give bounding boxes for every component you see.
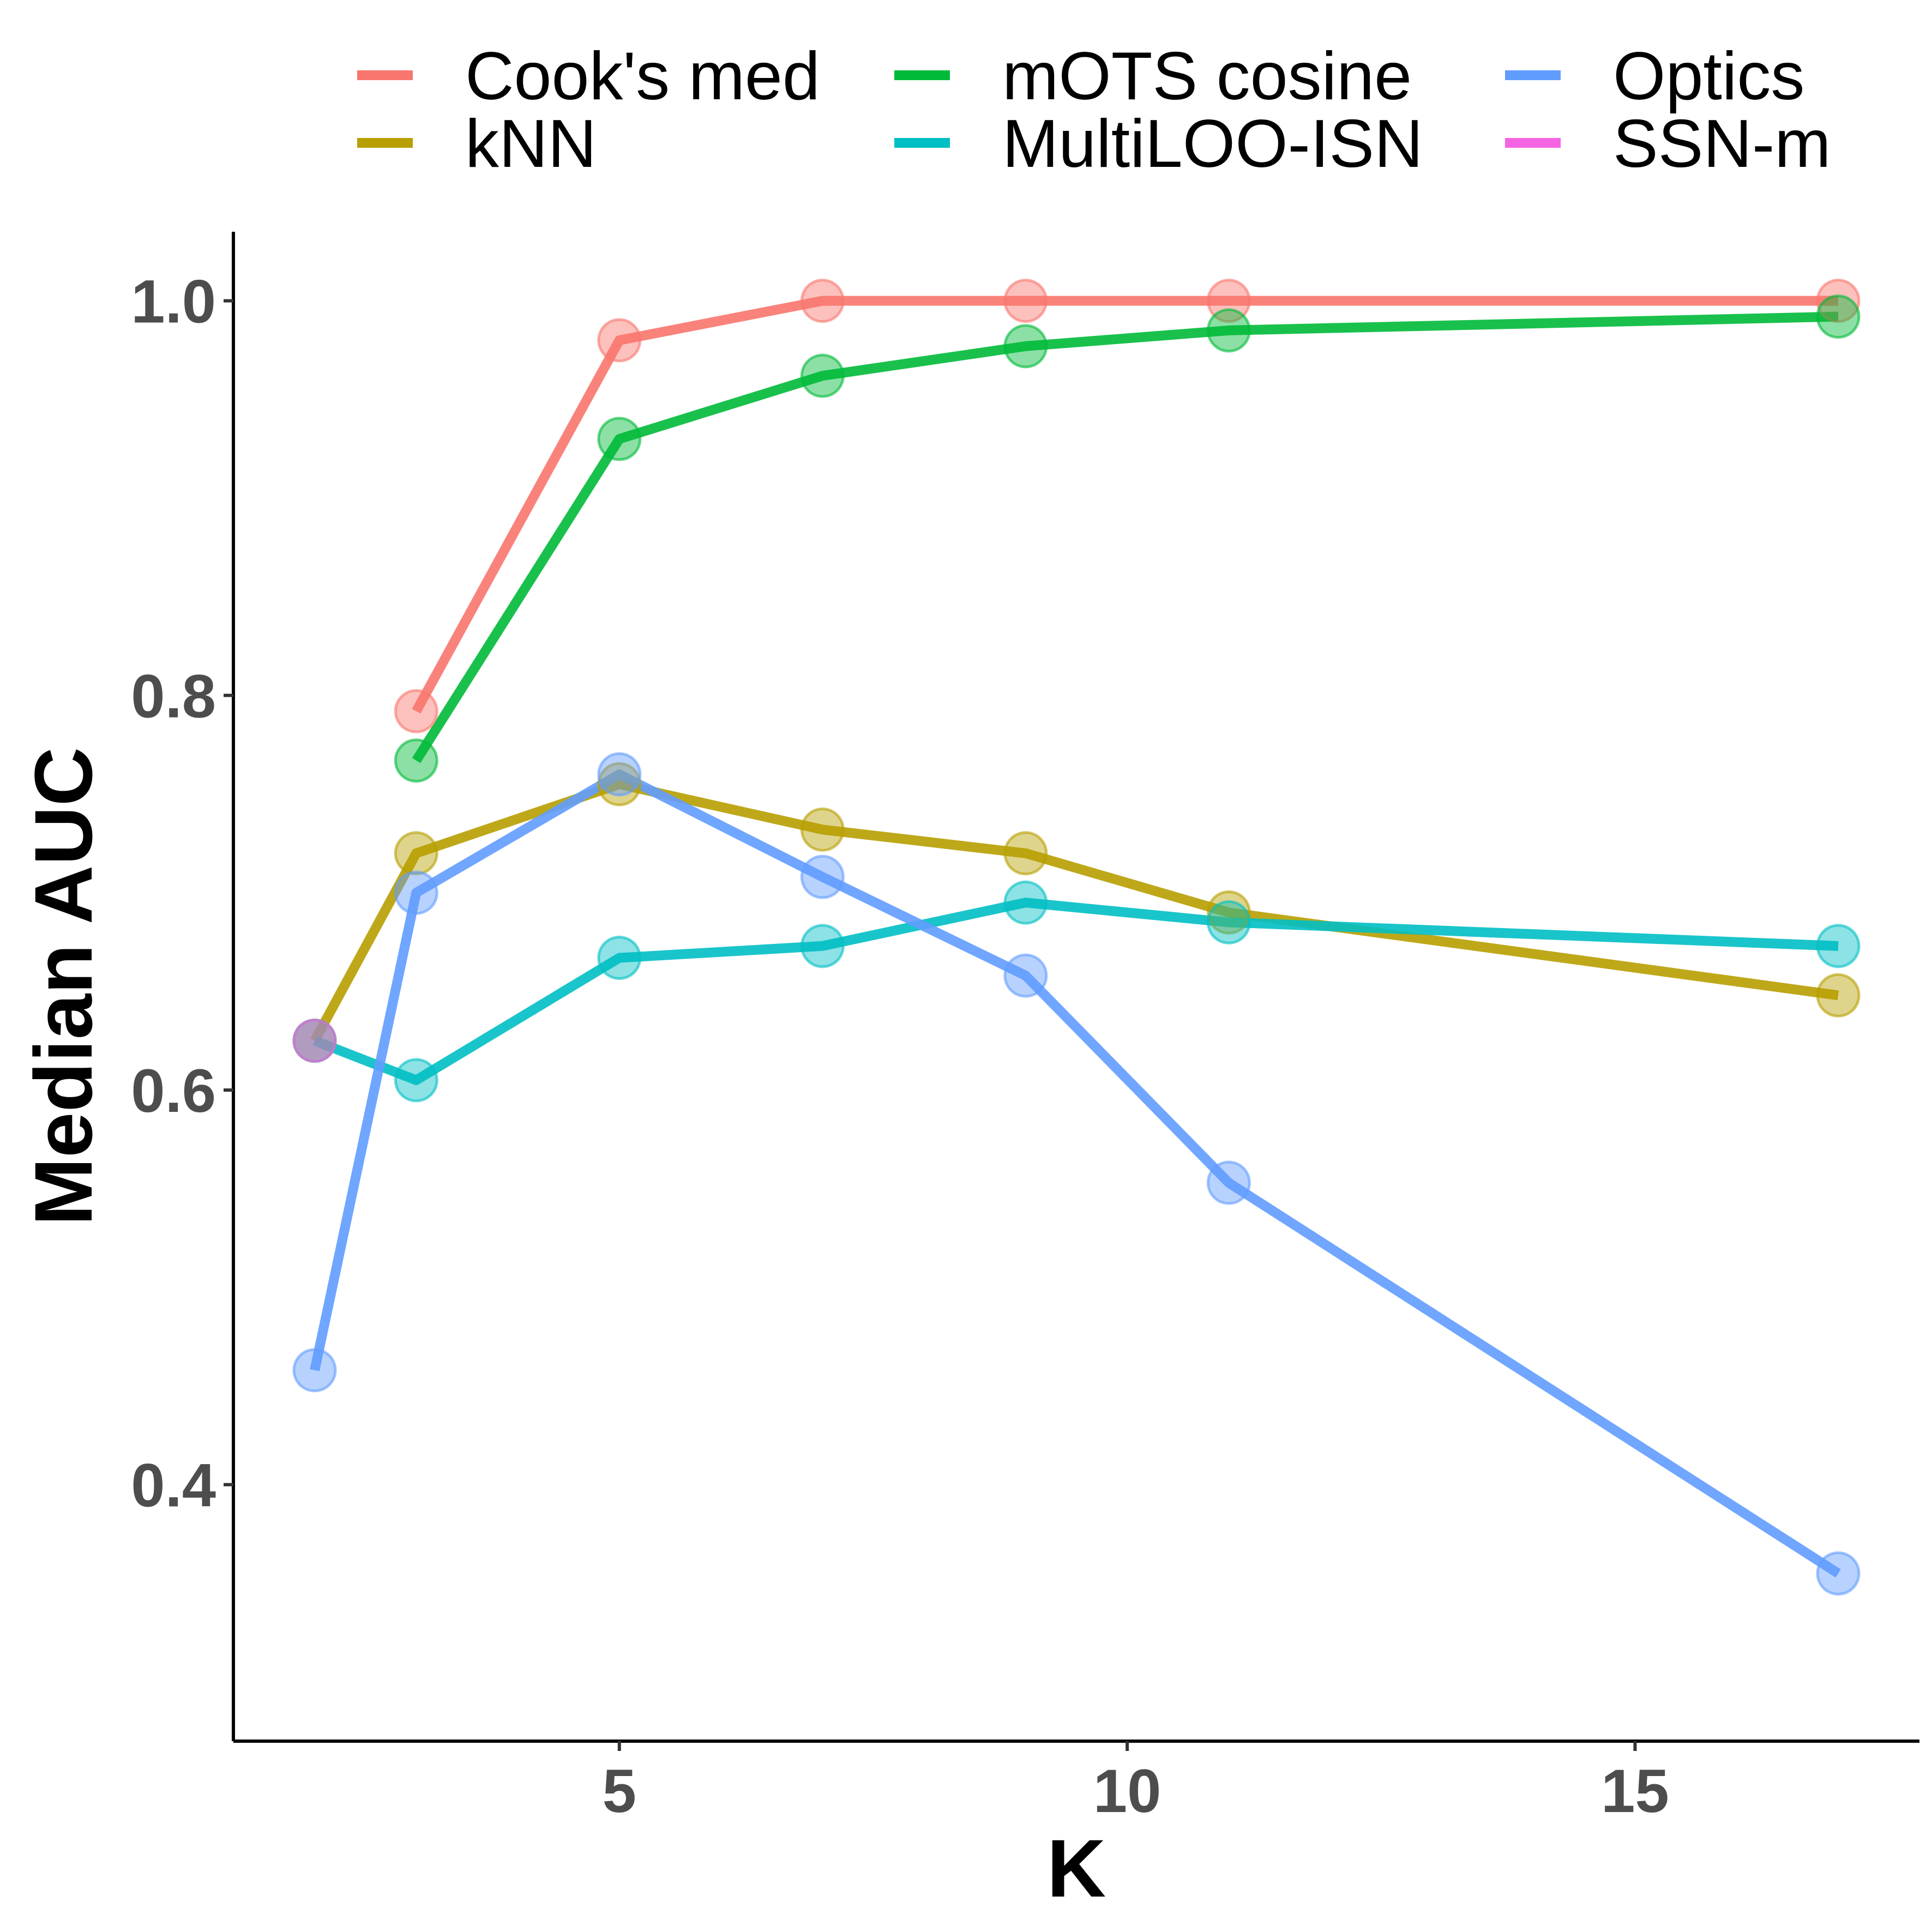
series-line-multiloo-isn [312,898,1839,1085]
y-ticks: 0.4 0.6 0.8 1.0 [131,268,233,1520]
y-axis-title: Median AUC [17,747,109,1226]
point-optics-0 [292,1348,337,1393]
point-optics-2 [597,752,642,797]
point-knn-2 [597,762,642,806]
point-optics-1 [394,870,438,915]
point-multiloo-isn-6 [1816,924,1861,968]
legend-label-ssn-m: SSN-m [1613,106,1831,182]
series-line-optics [310,769,1841,1578]
point-mots-cosine-4 [1206,308,1251,353]
point-mots-cosine-1 [597,417,642,461]
x-axis-title: K [1047,1822,1106,1914]
y-tick-label-3: 1.0 [131,268,216,336]
point-multiloo-isn-5 [1206,900,1251,944]
point-multiloo-isn-4 [1003,880,1048,925]
point-knn-5 [1206,890,1251,935]
point-multiloo-isn-3 [800,924,845,968]
point-optics-5 [1206,1160,1251,1205]
point-cook-s-med-3 [1003,279,1048,323]
point-optics-6 [1816,1551,1861,1596]
point-cook-s-med-2 [800,279,845,323]
y-tick-label-0: 0.4 [131,1452,216,1520]
point-optics-4 [1003,953,1048,998]
series-line-knn [310,779,1839,1043]
point-mots-cosine-0 [394,738,438,783]
series-line-mots-cosine [412,311,1839,763]
series-lines [310,296,1841,1578]
point-cook-s-med-0 [394,689,438,733]
legend-label-cook-s-med: Cook's med [465,39,820,114]
point-mots-cosine-3 [1003,324,1048,369]
point-multiloo-isn-2 [597,936,642,980]
point-knn-3 [800,807,845,852]
series-line-cook-s-med [412,296,1838,714]
series-points [292,279,1861,1596]
point-mots-cosine-5 [1816,294,1861,339]
legend-label-optics: Optics [1613,39,1804,114]
legend-label-mots-cosine: mOTS cosine [1002,39,1412,114]
x-tick-label-0: 5 [603,1757,636,1825]
point-cook-s-med-5 [1816,279,1861,323]
axes: 5 10 15 0.4 0.6 0.8 1.0 [131,232,1919,1825]
point-knn-1 [394,831,438,876]
point-knn-6 [1816,973,1861,1018]
y-tick-label-2: 0.8 [131,662,216,730]
legend-label-knn: kNN [465,106,597,182]
point-mots-cosine-2 [800,353,845,398]
x-ticks: 5 10 15 [603,1741,1669,1825]
y-tick-label-1: 0.6 [131,1057,216,1125]
point-multiloo-isn-1 [394,1058,438,1103]
legend-label-multiloo-isn: MultiLOO-ISN [1002,106,1423,182]
point-ssn-m-0 [292,1019,337,1063]
point-knn-4 [1003,831,1048,876]
x-tick-label-2: 15 [1601,1757,1669,1825]
x-tick-label-1: 10 [1093,1757,1161,1825]
point-optics-3 [800,854,845,899]
point-cook-s-med-1 [597,318,642,363]
